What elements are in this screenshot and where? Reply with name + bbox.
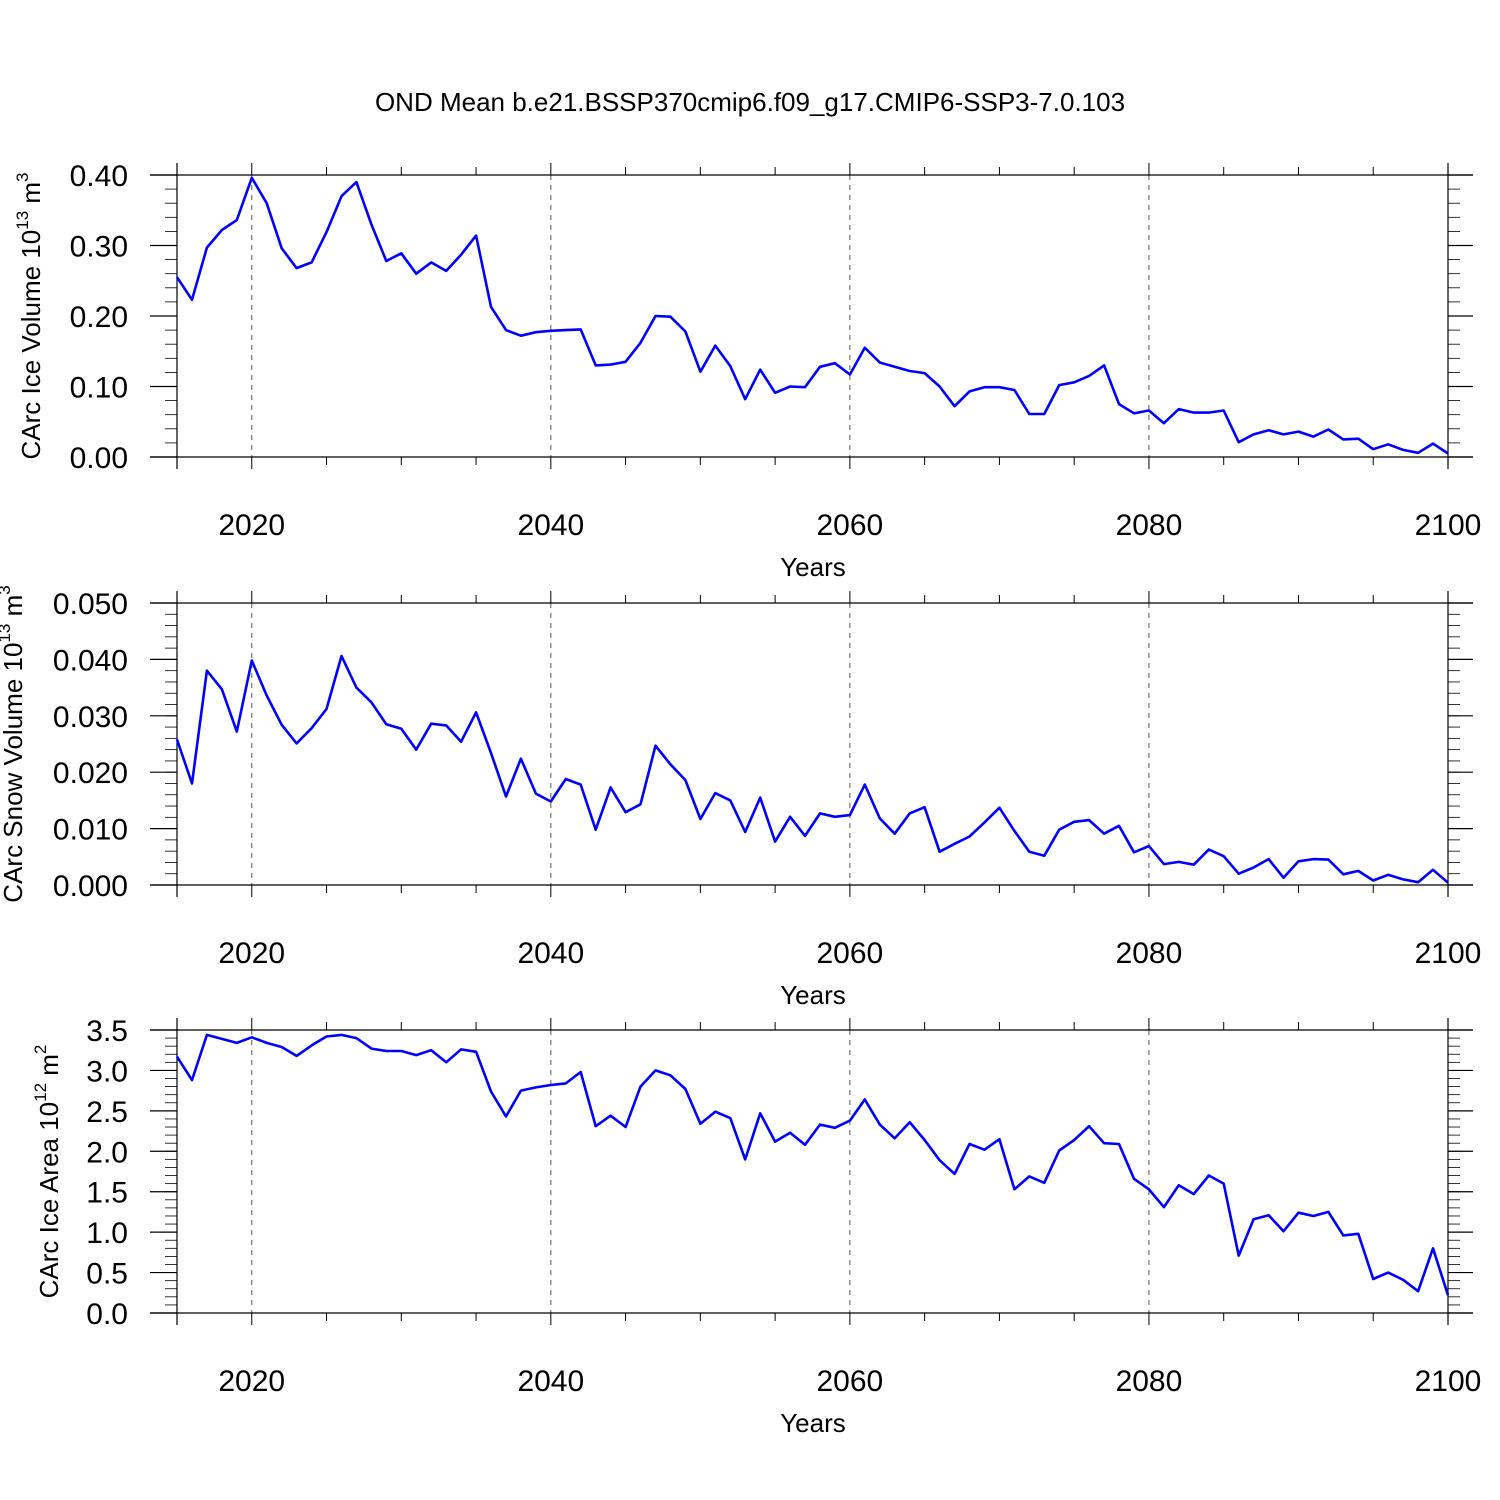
x-tick-label: 2100 — [1415, 509, 1482, 542]
y-tick-label: 0.5 — [86, 1258, 128, 1291]
chart-title: OND Mean b.e21.BSSP370cmip6.f09_g17.CMIP… — [375, 87, 1125, 117]
y-tick-label: 1.5 — [86, 1177, 128, 1210]
x-tick-label: 2060 — [817, 509, 884, 542]
x-tick-label: 2060 — [817, 937, 884, 970]
y-tick-label: 2.0 — [86, 1136, 128, 1169]
y-tick-label: 0.050 — [53, 588, 128, 621]
x-axis-title: Years — [780, 552, 846, 582]
y-axis-title: CArc Ice Area 1012 m2 — [31, 1045, 64, 1299]
series-line — [175, 176, 1449, 455]
y-tick-label: 0.30 — [70, 231, 128, 264]
x-tick-label: 2080 — [1116, 1365, 1183, 1398]
snow-volume-panel: 0.000 0.010 0.020 0.030 0.040 0.050 2020 2040 20… — [0, 585, 1481, 1010]
x-tick-label: 2020 — [218, 1365, 285, 1398]
y-axis-title: CArc Ice Volume 1013 m3 — [13, 172, 46, 459]
y-tick-label: 0.0 — [86, 1298, 128, 1331]
x-axis-title: Years — [780, 1408, 846, 1438]
x-tick-label: 2040 — [517, 1365, 584, 1398]
x-tick-label: 2020 — [218, 509, 285, 542]
y-tick-label: 0.020 — [53, 757, 128, 790]
x-tick-label: 2080 — [1116, 937, 1183, 970]
series-line — [175, 1033, 1450, 1296]
x-tick-label: 2040 — [517, 937, 584, 970]
x-tick-label: 2040 — [517, 509, 584, 542]
x-tick-label: 2100 — [1415, 1365, 1482, 1398]
x-tick-label: 2100 — [1415, 937, 1482, 970]
ice-area-panel: 0.0 0.5 1.0 1.5 2.0 2.5 3.0 3.5 2020 2040 2060 2080… — [31, 1015, 1481, 1438]
x-axis-title: Years — [780, 980, 846, 1010]
y-tick-label: 0.040 — [53, 644, 128, 677]
x-tick-label: 2020 — [218, 937, 285, 970]
ice-volume-panel: 0.00 0.10 0.20 0.30 0.40 2020 2040 2060 2080 2100… — [13, 160, 1481, 582]
y-tick-label: 0.010 — [53, 814, 128, 847]
y-tick-label: 2.5 — [86, 1096, 128, 1129]
y-tick-label: 0.40 — [70, 160, 128, 193]
y-tick-label: 0.000 — [53, 870, 128, 903]
y-tick-label: 0.20 — [70, 301, 128, 334]
y-tick-label: 3.5 — [86, 1015, 128, 1048]
y-tick-label: 0.030 — [53, 701, 128, 734]
y-axis-title: CArc Snow Volume 1013 m3 — [0, 585, 28, 902]
x-tick-label: 2060 — [817, 1365, 884, 1398]
y-tick-label: 0.00 — [70, 442, 128, 475]
y-tick-label: 1.0 — [86, 1217, 128, 1250]
y-tick-label: 0.10 — [70, 372, 128, 405]
series-line — [175, 654, 1449, 884]
x-tick-label: 2080 — [1116, 509, 1183, 542]
y-tick-label: 3.0 — [86, 1055, 128, 1088]
